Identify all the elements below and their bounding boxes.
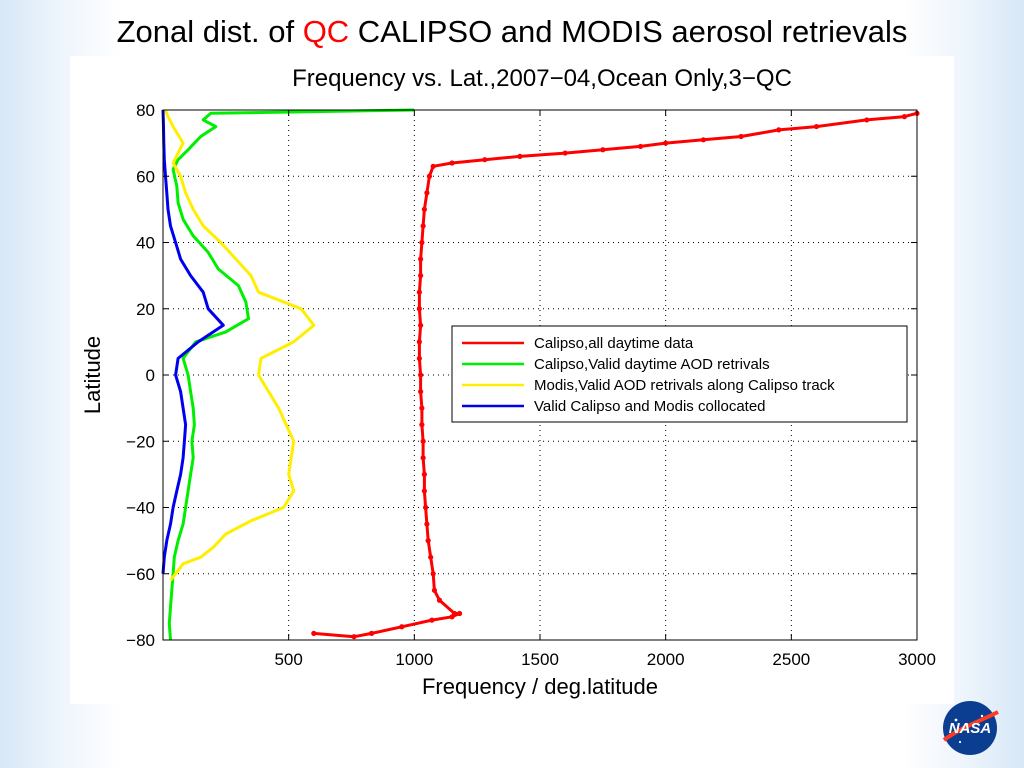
- series-point-1: [700, 137, 706, 143]
- series-line-4: [161, 109, 225, 574]
- y-tick-label: 0: [146, 366, 155, 385]
- series-point-1: [399, 624, 405, 630]
- series-point-1: [456, 610, 463, 617]
- y-tick-label: −60: [126, 565, 155, 584]
- series-point-1: [424, 521, 430, 527]
- series-point-1: [424, 190, 430, 196]
- series-point-1: [425, 538, 431, 544]
- series-point-1: [482, 157, 488, 163]
- series-point-1: [418, 273, 424, 279]
- series-point-1: [864, 117, 870, 123]
- series-point-1: [600, 147, 606, 153]
- series-point-1: [416, 339, 422, 345]
- series-point-1: [430, 163, 436, 169]
- series-point-1: [431, 587, 438, 593]
- x-tick-label: 1500: [521, 650, 559, 669]
- x-tick-label: 1000: [395, 650, 433, 669]
- series-point-1: [430, 571, 436, 577]
- series-point-1: [429, 617, 435, 623]
- series-point-1: [418, 256, 424, 262]
- y-tick-label: 60: [136, 167, 155, 186]
- series-point-1: [420, 438, 426, 444]
- series-point-1: [738, 133, 744, 140]
- series-point-1: [562, 150, 568, 156]
- legend-entry-label: Calipso,Valid daytime AOD retrivals: [534, 356, 770, 373]
- figure-panel: Frequency vs. Lat.,2007−04,Ocean Only,3−…: [70, 56, 954, 704]
- x-tick-label: 2500: [772, 650, 810, 669]
- y-tick-label: −20: [126, 432, 155, 451]
- series-point-1: [369, 630, 375, 636]
- legend-box: [451, 325, 908, 423]
- series-point-1: [416, 355, 422, 362]
- zonal-frequency-chart: Frequency vs. Lat.,2007−04,Ocean Only,3−…: [80, 65, 936, 699]
- ticks: 500 1000 1500 2000 2500 3000 −80 −60 −40 −20 0 20 40…: [126, 101, 936, 669]
- nasa-logo-disc: [943, 701, 997, 755]
- y-tick-label: 20: [136, 300, 155, 319]
- slide-title: Zonal dist. of QC CALIPSO and MODIS aero…: [0, 14, 1024, 50]
- series-point-1: [451, 610, 458, 617]
- series-point-1: [663, 140, 669, 146]
- series-point-1: [436, 597, 443, 603]
- series-point-1: [421, 471, 427, 477]
- x-tick-label: 500: [274, 650, 302, 669]
- y-axis-label: Latitude: [80, 336, 105, 414]
- series-point-1: [421, 206, 427, 212]
- series-point-1: [418, 388, 424, 395]
- x-tick-label: 2000: [647, 650, 685, 669]
- nasa-logo-swoosh: [942, 710, 999, 742]
- series-point-1: [416, 289, 422, 295]
- series-point-1: [813, 123, 820, 130]
- series-point-1: [416, 306, 422, 312]
- chart-title: Frequency vs. Lat.,2007−04,Ocean Only,3−…: [292, 65, 792, 92]
- series-point-1: [311, 630, 317, 636]
- series-point-1: [637, 143, 644, 150]
- series-point-1: [419, 239, 425, 246]
- slide-title-suffix: CALIPSO and MODIS aerosol retrievals: [349, 14, 908, 49]
- legend-entry-label: Modis,Valid AOD retrivals along Calipso …: [534, 377, 835, 394]
- series-line-3: [164, 109, 316, 582]
- series-point-1: [901, 114, 908, 120]
- series-point-1: [517, 153, 523, 159]
- series-point-1: [423, 504, 429, 511]
- series-layer: [161, 108, 920, 641]
- y-tick-label: 80: [136, 101, 155, 120]
- slide-title-accent: QC: [302, 14, 350, 49]
- x-tick-label: 3000: [898, 650, 936, 669]
- slide-title-prefix: Zonal dist. of: [116, 14, 303, 49]
- series-point-1: [419, 422, 425, 428]
- nasa-logo-text: NASA: [949, 720, 992, 737]
- series-point-1: [420, 223, 426, 229]
- series-point-1: [776, 127, 782, 133]
- y-tick-label: −80: [126, 631, 155, 650]
- series-point-1: [419, 405, 425, 411]
- series-point-1: [420, 455, 426, 461]
- legend: Calipso,all daytime data Calipso,Valid da…: [451, 325, 908, 423]
- series-point-1: [449, 160, 455, 166]
- y-tick-label: 40: [136, 234, 155, 253]
- series-line-2: [167, 108, 415, 641]
- series-point-1: [351, 634, 357, 640]
- nasa-logo: NASA: [942, 701, 999, 755]
- series-point-1: [418, 322, 424, 328]
- legend-entry-label: Calipso,all daytime data: [534, 335, 694, 352]
- y-tick-label: −40: [126, 499, 155, 518]
- series-point-1: [428, 554, 434, 560]
- series-point-1: [426, 173, 433, 179]
- series-point-1: [418, 372, 424, 378]
- legend-entry-label: Valid Calipso and Modis collocated: [534, 398, 766, 415]
- x-axis-label: Frequency / deg.latitude: [422, 674, 658, 699]
- series-point-1: [421, 488, 427, 494]
